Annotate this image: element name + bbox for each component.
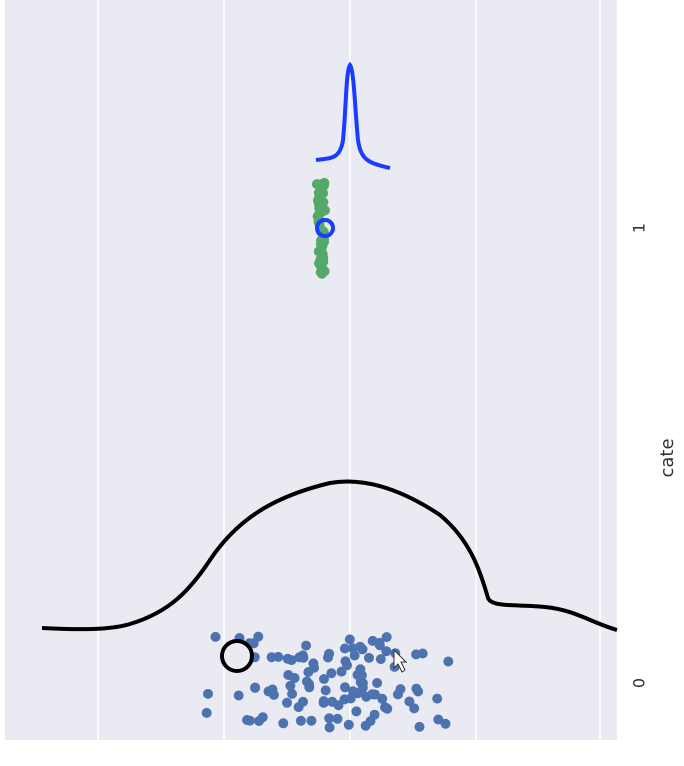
- strip-point: [316, 268, 327, 279]
- strip-point: [318, 697, 329, 708]
- strip-point: [382, 703, 393, 714]
- strip-point: [332, 713, 343, 724]
- strip-point: [340, 682, 350, 693]
- strip-point: [369, 709, 380, 720]
- strip-point: [324, 713, 335, 724]
- strip-point: [301, 640, 312, 651]
- strip-point: [375, 654, 386, 665]
- plot-background: [5, 0, 617, 740]
- strip-point: [248, 638, 259, 649]
- strip-point: [257, 712, 268, 723]
- strip-point: [367, 635, 378, 646]
- annotation-curve: [41, 479, 618, 632]
- strip-point: [348, 686, 358, 697]
- strip-point: [342, 660, 352, 671]
- strip-point: [440, 718, 451, 729]
- strip-point: [317, 247, 327, 258]
- strip-point: [285, 680, 296, 691]
- tick-label: 1: [630, 223, 649, 233]
- strip-point: [326, 668, 337, 679]
- strip-point: [339, 643, 350, 654]
- strip-point: [316, 258, 326, 269]
- annotation-peak: [315, 61, 391, 170]
- annotation-circle: [220, 639, 254, 673]
- strip-point: [319, 674, 329, 684]
- strip-point: [364, 652, 374, 663]
- strip-point: [315, 239, 326, 250]
- strip-point: [298, 696, 308, 707]
- strip-point: [303, 667, 314, 677]
- strip-point: [250, 682, 261, 693]
- strip-point: [381, 632, 392, 643]
- strip-point: [381, 646, 392, 657]
- strip-point: [289, 673, 300, 683]
- strip-point: [343, 719, 354, 730]
- strip-point: [210, 631, 221, 642]
- strip-point: [273, 651, 284, 662]
- strip-point: [361, 691, 372, 702]
- strip-point: [306, 715, 317, 726]
- tick-label: 0: [630, 678, 649, 688]
- strip-point: [433, 714, 444, 725]
- strip-point: [268, 689, 279, 700]
- cursor: [393, 648, 408, 673]
- strip-point: [360, 720, 371, 731]
- strip-point: [443, 656, 454, 667]
- strip-point: [286, 655, 297, 666]
- strip-point: [392, 689, 403, 700]
- strip-point: [323, 652, 333, 663]
- strip-point: [282, 697, 292, 708]
- strip-point: [355, 641, 366, 652]
- grid: [97, 0, 601, 740]
- strip-point: [372, 678, 383, 688]
- strip-points-0: [201, 631, 454, 733]
- strip-point: [294, 652, 305, 663]
- strip-point: [351, 706, 362, 717]
- strip-point: [404, 696, 415, 707]
- strip-point: [349, 650, 360, 661]
- strip-point: [233, 690, 244, 701]
- strip-point: [356, 670, 367, 681]
- strip-point: [417, 648, 428, 659]
- strip-point: [201, 707, 212, 718]
- strip-point: [244, 715, 255, 726]
- strip-point: [295, 715, 306, 726]
- strip-point: [301, 676, 312, 687]
- annotation-circle: [315, 218, 335, 238]
- strip-point: [287, 688, 298, 699]
- strip-point: [327, 696, 338, 707]
- axis-label: cate: [657, 438, 678, 477]
- strip-point: [413, 686, 424, 697]
- strip-point: [414, 721, 425, 732]
- strip-point: [313, 194, 324, 204]
- strip-point: [278, 718, 289, 729]
- strip-point: [315, 185, 326, 196]
- strip-point: [324, 722, 335, 733]
- strip-point: [377, 693, 388, 704]
- strip-point: [320, 685, 331, 696]
- strip-point: [344, 634, 355, 645]
- strip-point: [203, 688, 213, 699]
- strip-point: [432, 693, 443, 704]
